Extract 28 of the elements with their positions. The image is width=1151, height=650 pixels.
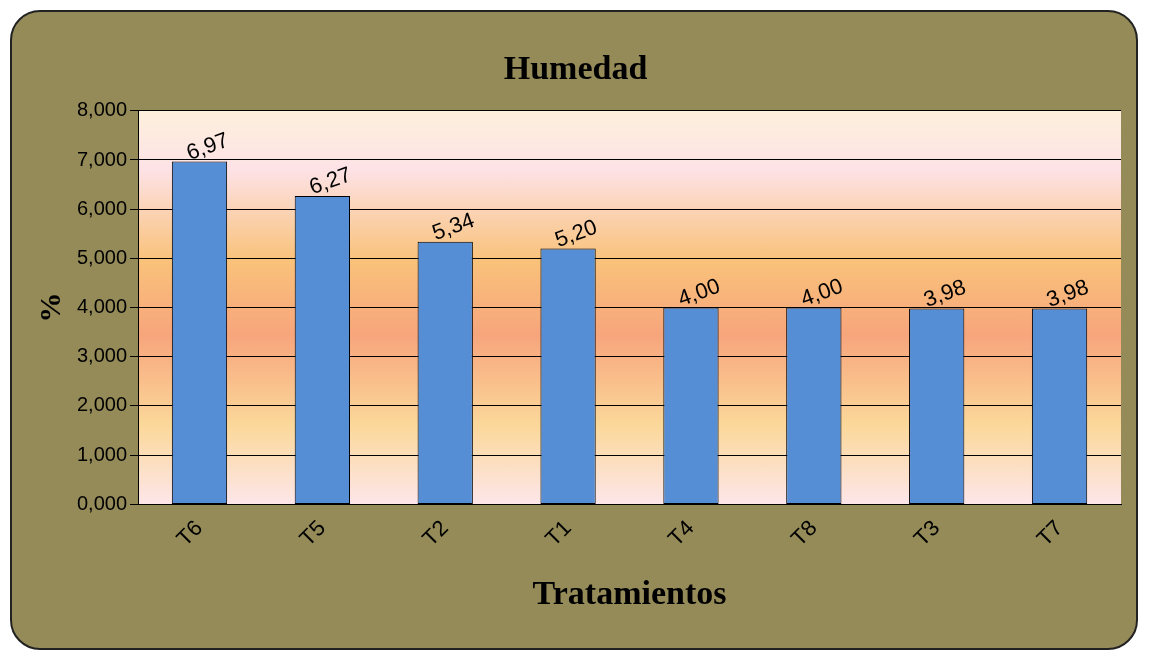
chart-title: Humedad bbox=[503, 49, 648, 87]
x-tick-label: T8 bbox=[785, 514, 822, 551]
y-tick-label: 1,000 bbox=[76, 442, 128, 465]
x-axis-title: Tratamientos bbox=[532, 574, 727, 612]
data-label: 6,27 bbox=[305, 161, 355, 200]
y-axis-title: % bbox=[32, 292, 66, 323]
x-tick-label: T5 bbox=[294, 514, 331, 551]
data-label: 3,98 bbox=[920, 273, 969, 312]
x-tick-label: T7 bbox=[1031, 514, 1068, 551]
y-tick-label: 7,000 bbox=[76, 147, 128, 170]
x-tick-label: T4 bbox=[662, 514, 699, 551]
y-tick-label: 2,000 bbox=[76, 393, 128, 416]
y-tick-label: 3,000 bbox=[76, 344, 128, 367]
y-tick-label: 8,000 bbox=[76, 98, 128, 121]
y-tick-label: 6,000 bbox=[76, 196, 128, 219]
data-label: 4,00 bbox=[797, 272, 846, 311]
x-tick-label: T2 bbox=[417, 514, 454, 551]
data-label: 5,20 bbox=[551, 213, 601, 252]
data-label: 3,98 bbox=[1042, 273, 1092, 312]
y-tick-label: 0,000 bbox=[76, 491, 128, 514]
data-label: 4,00 bbox=[674, 272, 724, 311]
x-tick-label: T6 bbox=[171, 514, 208, 551]
data-label: 5,34 bbox=[428, 206, 478, 246]
y-tick-label: 4,000 bbox=[76, 295, 128, 318]
y-tick-label: 5,000 bbox=[76, 245, 128, 268]
x-tick-label: T1 bbox=[540, 514, 576, 551]
data-label: 6,97 bbox=[182, 126, 232, 165]
x-tick-label: T3 bbox=[908, 514, 945, 551]
